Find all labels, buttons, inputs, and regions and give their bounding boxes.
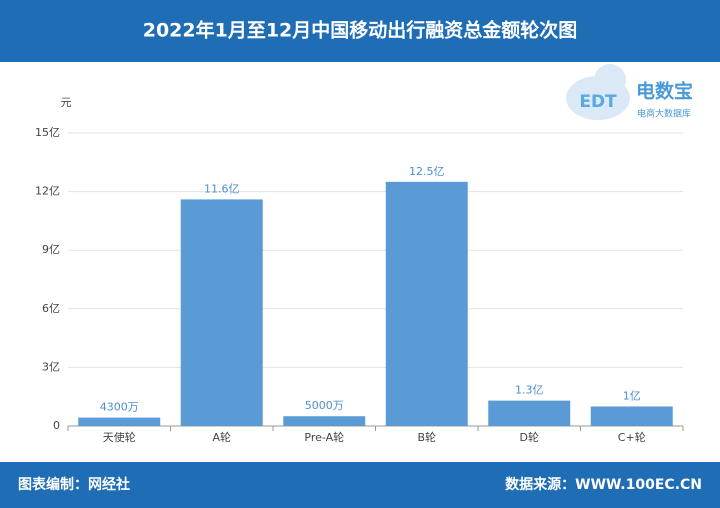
bar xyxy=(488,400,571,426)
y-tick-label: 3亿 xyxy=(42,360,60,373)
bar xyxy=(385,181,468,426)
x-tick-label: 天使轮 xyxy=(103,430,136,444)
x-tick-label: C+轮 xyxy=(618,430,646,444)
logo-cloud xyxy=(594,64,626,96)
chart-title: 2022年1月至12月中国移动出行融资总金额轮次图 xyxy=(143,19,578,42)
value-label: 5000万 xyxy=(305,399,344,412)
footer-band xyxy=(0,462,720,508)
x-tick-label: D轮 xyxy=(520,430,539,444)
value-label: 1亿 xyxy=(623,389,641,402)
value-label: 11.6亿 xyxy=(204,182,240,195)
value-label: 12.5亿 xyxy=(409,165,445,178)
logo-name: 电数宝 xyxy=(636,80,693,103)
x-tick-label: A轮 xyxy=(212,430,231,444)
y-tick-label: 15亿 xyxy=(35,126,60,139)
value-label: 4300万 xyxy=(100,401,139,414)
value-label: 1.3亿 xyxy=(515,384,544,397)
logo-mark: EDT xyxy=(579,92,617,112)
bar xyxy=(78,417,161,426)
bar xyxy=(590,406,673,426)
y-tick-label: 9亿 xyxy=(42,243,60,256)
bar xyxy=(180,199,263,426)
y-tick-label: 6亿 xyxy=(42,302,60,315)
y-tick-label: 0 xyxy=(53,419,60,432)
footer-right: 数据来源：WWW.100EC.CN xyxy=(505,476,702,493)
footer-left: 图表编制：网经社 xyxy=(18,476,130,493)
x-tick-label: Pre-A轮 xyxy=(304,430,344,444)
y-axis-label: 元 xyxy=(61,96,72,109)
logo-tagline: 电商大数据库 xyxy=(637,108,691,120)
y-tick-label: 12亿 xyxy=(35,185,60,198)
logo: EDT 电数宝 电商大数据库 xyxy=(566,64,693,120)
bar xyxy=(283,416,366,426)
header-band xyxy=(0,0,720,62)
x-tick-label: B轮 xyxy=(417,430,436,444)
